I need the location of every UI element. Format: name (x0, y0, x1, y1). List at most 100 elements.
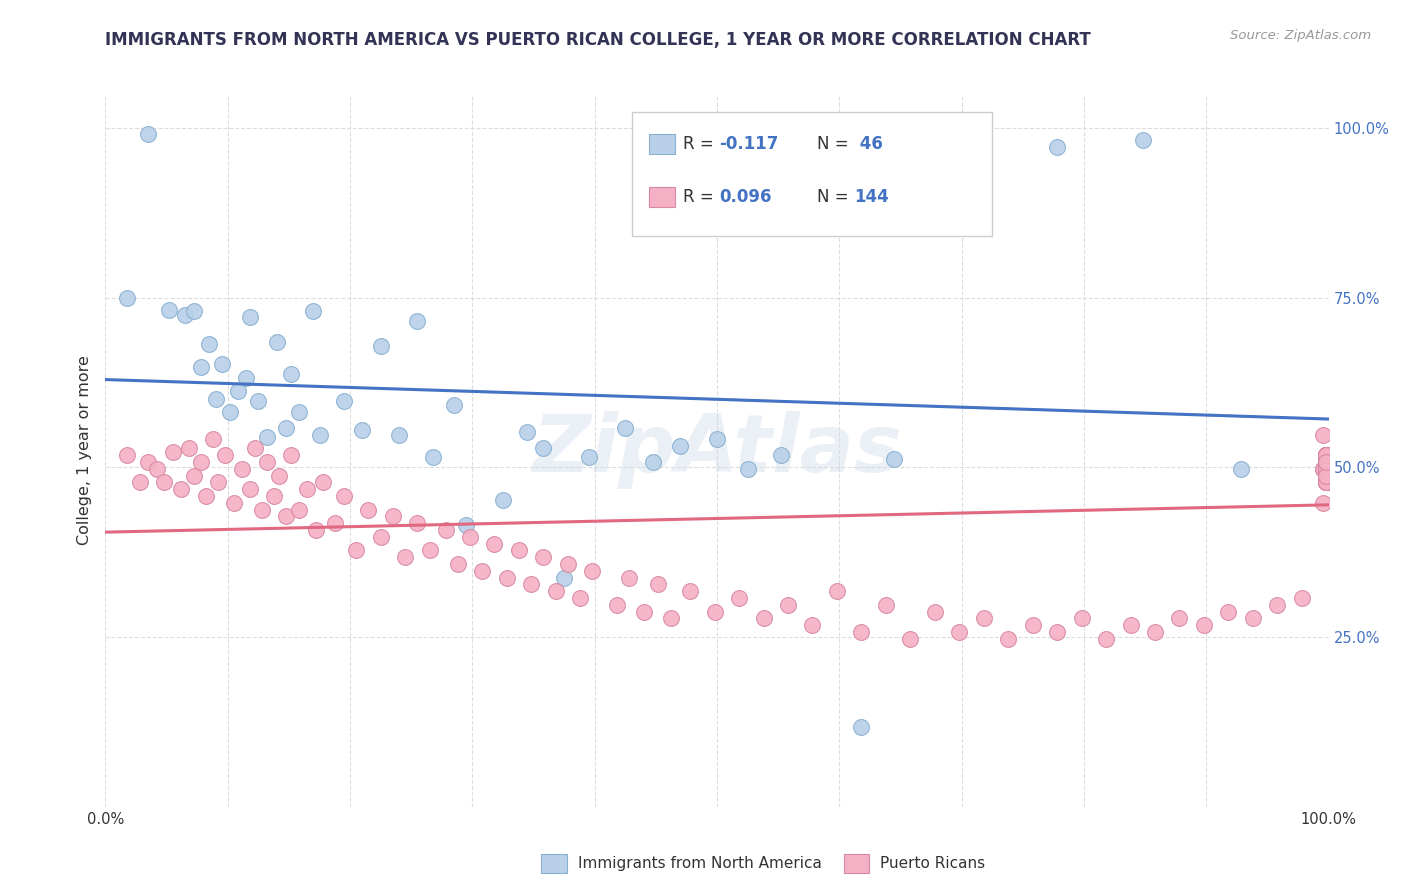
Text: Puerto Ricans: Puerto Ricans (880, 856, 986, 871)
Point (1046, 139, 1069, 153)
Point (883, 452, 905, 467)
Point (381, 509, 404, 524)
Point (737, 462, 759, 476)
Point (1315, 455, 1337, 469)
Point (1315, 475, 1337, 490)
Point (1315, 475, 1337, 490)
Point (508, 543, 530, 558)
Point (344, 543, 367, 558)
Point (1315, 455, 1337, 469)
Point (1312, 462, 1334, 476)
Point (1315, 475, 1337, 490)
Point (633, 605, 655, 619)
Point (170, 482, 193, 496)
Point (136, 128, 159, 142)
Point (1315, 448, 1337, 462)
Point (484, 536, 506, 550)
Point (266, 334, 288, 349)
Point (162, 445, 184, 459)
Point (422, 450, 444, 465)
Point (297, 482, 319, 496)
Point (287, 405, 309, 419)
Point (875, 598, 897, 612)
Point (1315, 455, 1337, 469)
Text: N =: N = (817, 135, 855, 153)
Point (647, 577, 669, 591)
Point (1315, 462, 1337, 476)
Point (1315, 455, 1337, 469)
Text: Immigrants from North America: Immigrants from North America (578, 856, 821, 871)
Point (553, 570, 575, 584)
Point (495, 570, 517, 584)
Point (997, 632, 1019, 646)
Point (1315, 468, 1337, 483)
Point (243, 442, 266, 456)
Point (263, 489, 285, 503)
Point (458, 530, 481, 544)
Point (1315, 448, 1337, 462)
Point (752, 611, 775, 625)
Point (1241, 611, 1264, 625)
Point (357, 502, 380, 516)
Point (1315, 475, 1337, 490)
Point (194, 489, 217, 503)
Point (1315, 462, 1337, 476)
Point (456, 518, 478, 533)
Point (1265, 598, 1288, 612)
Point (1021, 618, 1043, 632)
Point (183, 468, 205, 483)
Point (1168, 611, 1191, 625)
Point (851, 624, 873, 639)
Point (1312, 496, 1334, 510)
Point (312, 475, 335, 490)
Point (1315, 455, 1337, 469)
Point (352, 423, 374, 437)
Point (1315, 468, 1337, 483)
Point (370, 339, 392, 353)
Point (1315, 462, 1337, 476)
Point (388, 427, 411, 442)
Point (1218, 605, 1240, 619)
Text: Source: ZipAtlas.com: Source: ZipAtlas.com (1230, 29, 1371, 42)
Point (333, 393, 356, 408)
Point (1315, 475, 1337, 490)
Point (531, 442, 554, 456)
Point (578, 450, 600, 465)
Point (1315, 455, 1337, 469)
Point (851, 720, 873, 734)
Point (256, 455, 278, 469)
Point (1315, 462, 1337, 476)
Point (531, 550, 554, 565)
Point (1315, 455, 1337, 469)
Point (769, 448, 792, 462)
Point (204, 392, 226, 407)
Point (198, 336, 221, 351)
Point (1315, 455, 1337, 469)
Point (177, 442, 200, 456)
Point (1315, 448, 1337, 462)
Point (276, 509, 298, 524)
Point (1315, 475, 1337, 490)
Point (207, 475, 229, 490)
Point (305, 523, 328, 537)
Point (239, 310, 262, 324)
Text: 46: 46 (853, 135, 883, 153)
Text: IMMIGRANTS FROM NORTH AMERICA VS PUERTO RICAN COLLEGE, 1 YEAR OR MORE CORRELATIO: IMMIGRANTS FROM NORTH AMERICA VS PUERTO … (105, 31, 1091, 49)
Point (1315, 455, 1337, 469)
Point (1315, 468, 1337, 483)
Point (447, 557, 470, 571)
Point (1046, 624, 1069, 639)
Point (1315, 468, 1337, 483)
Point (544, 584, 567, 599)
Point (1315, 448, 1337, 462)
Point (370, 530, 392, 544)
Point (287, 502, 309, 516)
Point (1095, 632, 1118, 646)
Point (1315, 475, 1337, 490)
Point (1315, 448, 1337, 462)
Point (269, 468, 291, 483)
Point (174, 308, 197, 322)
Point (280, 367, 302, 381)
Point (1315, 462, 1337, 476)
Point (117, 448, 139, 462)
